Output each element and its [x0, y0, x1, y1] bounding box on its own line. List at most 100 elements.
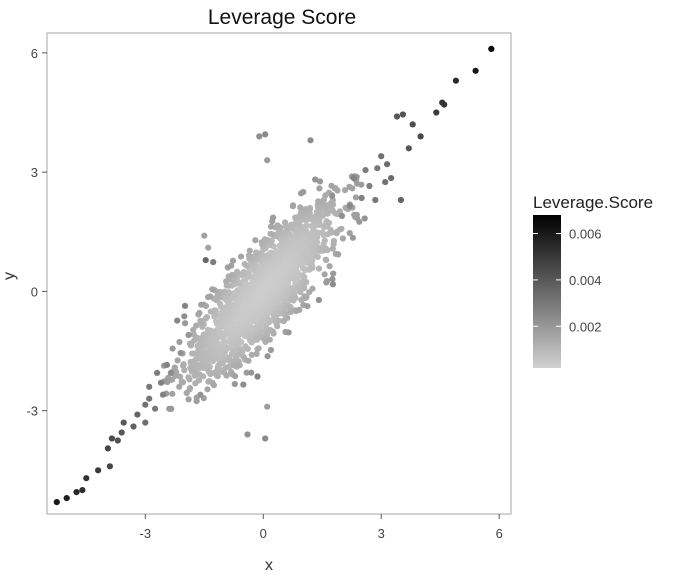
scatter-point [341, 187, 349, 194]
scatter-point [222, 304, 229, 311]
scatter-point [329, 192, 336, 200]
scatter-point [252, 237, 259, 244]
scatter-point [262, 131, 269, 138]
scatter-point [314, 229, 321, 236]
scatter-point [289, 202, 297, 209]
scatter-point [223, 372, 230, 379]
scatter-point [358, 181, 365, 188]
scatter-point [202, 315, 209, 322]
scatter-point [472, 67, 479, 74]
scatter-point [210, 259, 217, 266]
scatter-point [358, 194, 365, 202]
scatter-point [187, 364, 194, 371]
scatter-point [366, 182, 373, 190]
scatter-point [197, 391, 204, 398]
scatter-point [157, 379, 165, 386]
scatter-point [195, 311, 202, 318]
scatter-point [346, 230, 353, 237]
scatter-point [146, 383, 153, 390]
scatter-point [303, 227, 310, 234]
scatter-point [297, 204, 304, 211]
scatter-point [241, 275, 248, 282]
scatter-point [177, 349, 184, 357]
scatter-point [146, 395, 153, 402]
scatter-point [218, 309, 225, 316]
scatter-point [53, 499, 60, 506]
scatter-point [174, 317, 181, 324]
scatter-point [321, 271, 328, 278]
scatter-point [169, 345, 176, 352]
scatter-point [292, 214, 299, 221]
scatter-point [234, 268, 241, 275]
scatter-point [114, 437, 121, 444]
scatter-point [285, 329, 292, 336]
scatter-point [193, 322, 200, 329]
scatter-point [335, 251, 342, 258]
scatter-point [207, 308, 214, 315]
scatter-point [83, 475, 90, 482]
legend-tick-label: 0.002 [569, 319, 602, 334]
scatter-point [312, 176, 319, 183]
scatter-point [183, 389, 190, 397]
legend-tick-label: 0.006 [569, 227, 602, 242]
scatter-point [309, 285, 316, 292]
scatter-point [349, 234, 356, 241]
scatter-point [186, 376, 193, 383]
scatter-point [214, 373, 221, 380]
scatter-point [159, 391, 167, 398]
scatter-point [245, 252, 253, 259]
scatter-point [356, 218, 363, 225]
scatter-point [329, 281, 336, 288]
scatter-point [349, 185, 356, 192]
scatter-point [210, 382, 217, 389]
scatter-point [350, 175, 357, 182]
scatter-point [267, 230, 274, 237]
scatter-point [267, 346, 274, 354]
scatter-point [315, 265, 323, 272]
scatter-point [181, 313, 188, 320]
scatter-point [245, 357, 252, 364]
scatter-point [255, 345, 262, 352]
scatter-point [130, 423, 137, 430]
legend: Leverage.Score 0.002 0.004 0.006 [533, 193, 653, 368]
scatter-point [264, 157, 271, 164]
scatter-point [378, 153, 385, 160]
scatter-point [264, 353, 271, 360]
y-axis: -3 0 3 6 [26, 46, 47, 419]
points-layer [53, 45, 495, 506]
scatter-point [204, 386, 211, 393]
scatter-point [209, 358, 216, 365]
scatter-point [240, 381, 247, 388]
scatter-point [176, 383, 183, 390]
scatter-point [253, 336, 261, 343]
scatter-point [243, 369, 250, 376]
scatter-point [314, 253, 321, 260]
scatter-point [264, 331, 271, 338]
plot-panel-border [46, 32, 512, 515]
scatter-point [205, 244, 212, 251]
scatter-point [321, 237, 328, 244]
y-tick-label: 6 [31, 46, 38, 61]
scatter-point [315, 198, 322, 205]
scatter-point [330, 270, 337, 277]
scatter-point [185, 396, 192, 403]
scatter-point [201, 232, 208, 239]
scatter-point [142, 401, 149, 408]
scatter-point [433, 109, 440, 116]
scatter-point [224, 264, 231, 271]
scatter-point [79, 487, 86, 494]
scatter-point [282, 219, 289, 226]
scatter-point [205, 294, 212, 301]
scatter-point [361, 215, 368, 222]
scatter-point [185, 332, 192, 339]
y-tick-label: 3 [31, 165, 38, 180]
scatter-point [176, 373, 184, 380]
scatter-point [235, 340, 242, 348]
x-tick-label: 3 [378, 526, 385, 541]
scatter-point [167, 369, 174, 376]
scatter-point [202, 257, 209, 264]
scatter-point [303, 279, 310, 286]
scatter-point [180, 362, 187, 369]
scatter-point [217, 314, 224, 321]
scatter-point [204, 326, 211, 333]
